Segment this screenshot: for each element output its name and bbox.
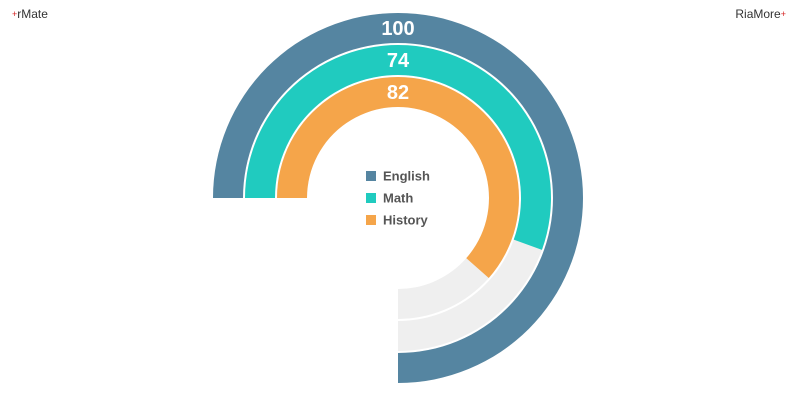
legend-label-math: Math [383, 191, 413, 206]
legend-swatch-history [366, 215, 376, 225]
legend-label-history: History [383, 213, 429, 228]
bar-history[interactable] [277, 76, 519, 279]
value-labels-group: 100 74 82 [381, 18, 414, 104]
rings-group [213, 13, 583, 383]
spark-icon: + [780, 8, 786, 19]
spark-icon: + [12, 8, 18, 19]
brand-right-label: RiaMore [735, 7, 781, 21]
value-label-history: 82 [387, 82, 409, 104]
brand-left: + rMate [12, 7, 48, 21]
legend: English Math History [366, 169, 430, 228]
value-label-math: 74 [387, 50, 410, 72]
bar-math[interactable] [245, 45, 551, 250]
legend-swatch-english [366, 171, 376, 181]
legend-swatch-math [366, 193, 376, 203]
brand-left-label: rMate [17, 7, 48, 21]
legend-label-english: English [383, 169, 430, 184]
brand-right: RiaMore + [735, 7, 786, 21]
value-label-english: 100 [381, 18, 414, 40]
